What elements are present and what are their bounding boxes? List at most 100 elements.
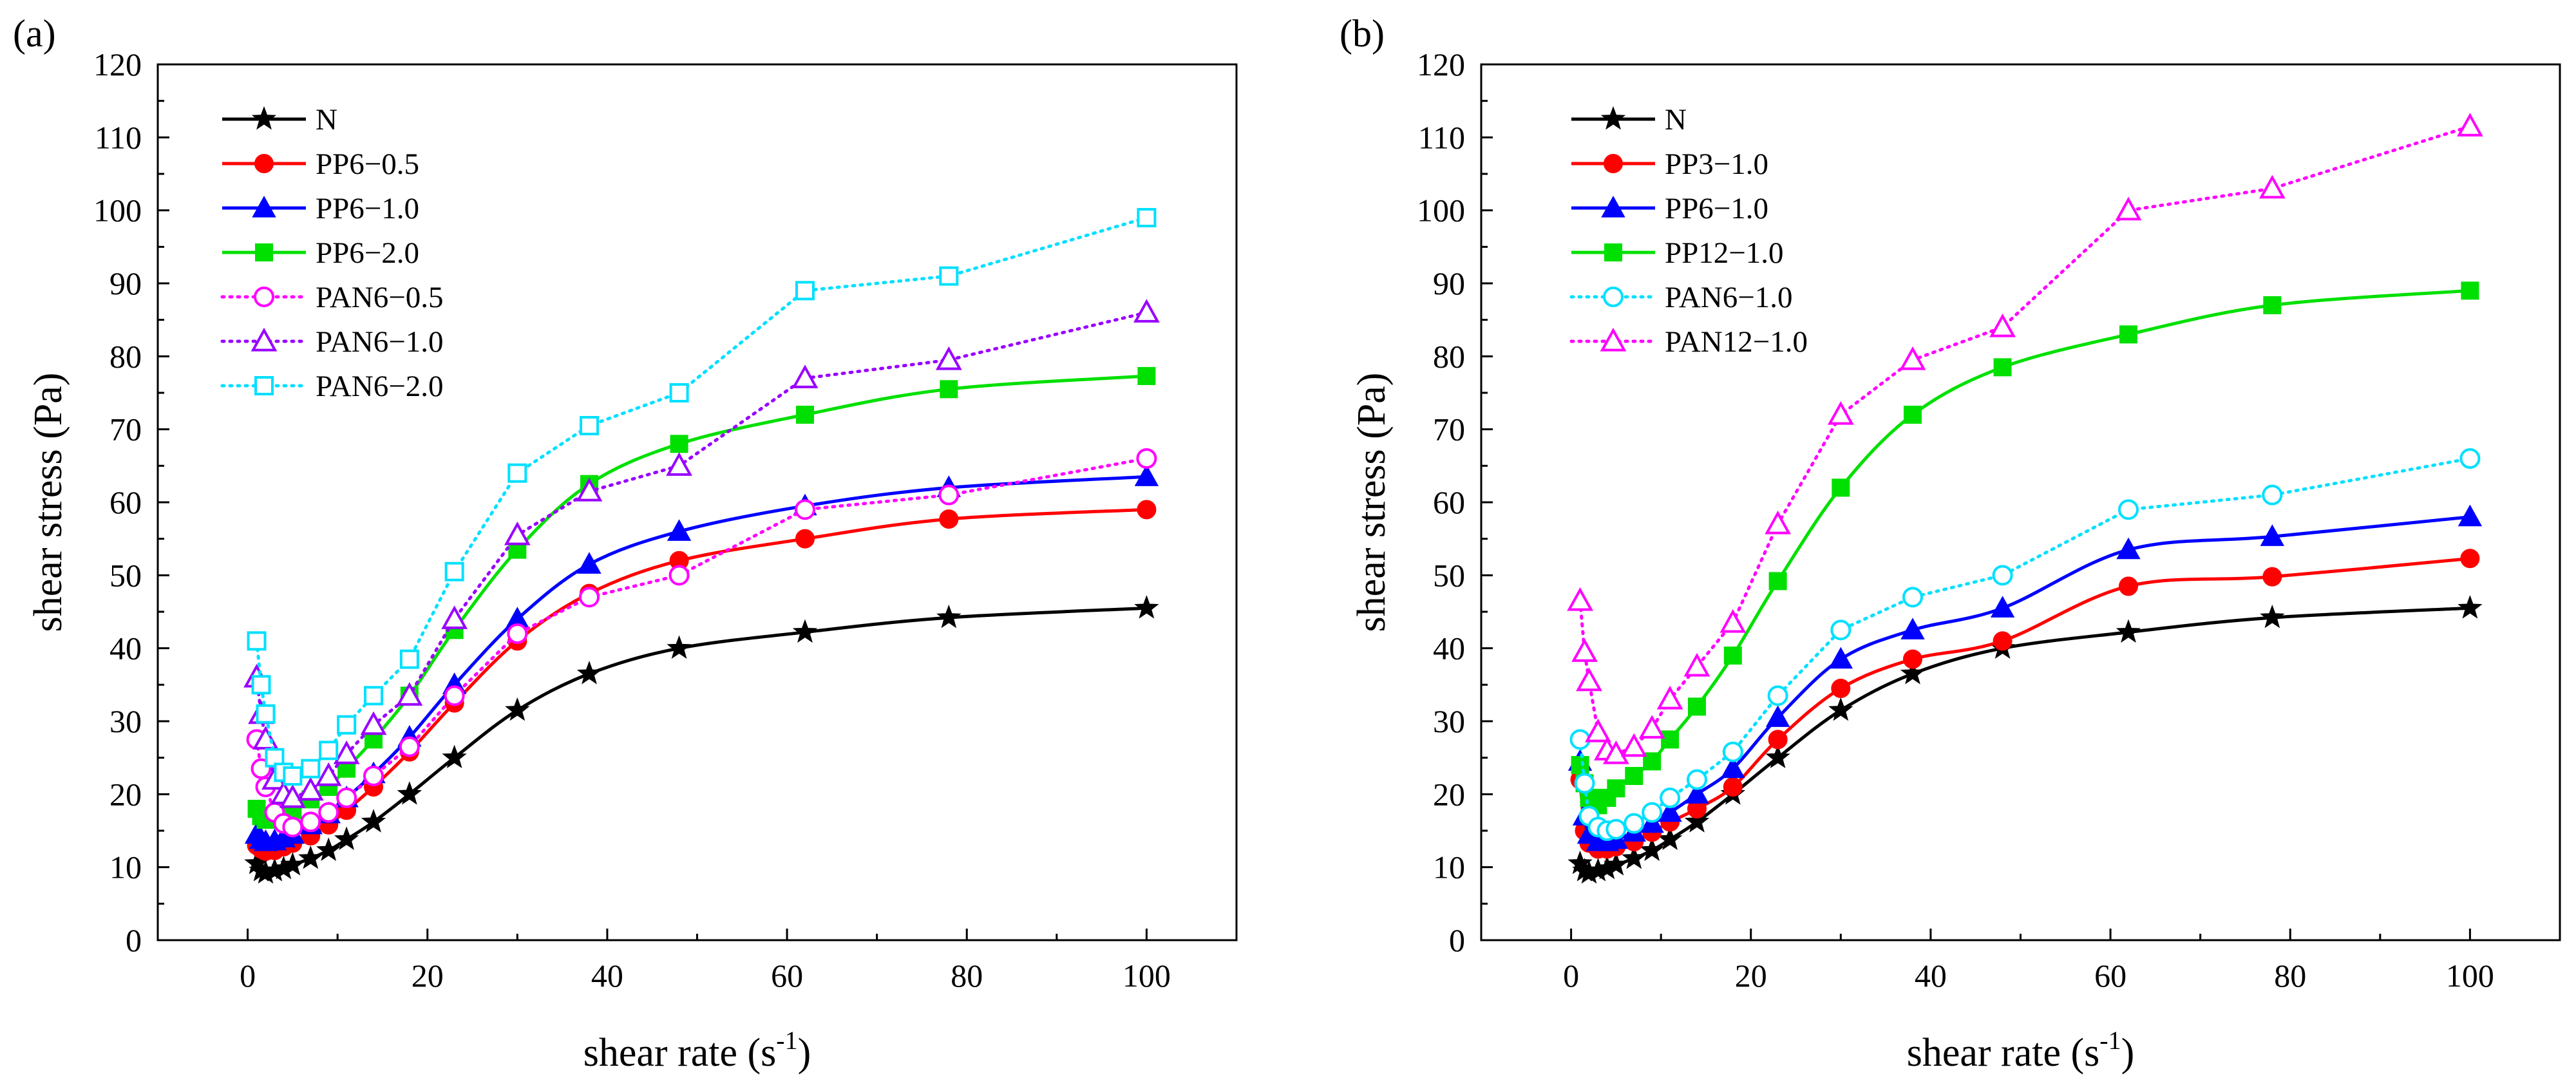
data-point xyxy=(2260,604,2285,629)
legend-label: PP6−1.0 xyxy=(1665,192,1768,225)
data-point xyxy=(1830,619,1852,641)
y-tick-label: 40 xyxy=(109,630,142,666)
series-line xyxy=(255,374,1147,822)
data-point xyxy=(1904,406,1922,424)
series-0 xyxy=(1567,595,2483,884)
series-1 xyxy=(247,500,1157,861)
data-point xyxy=(939,509,959,529)
data-point xyxy=(1574,773,1595,794)
data-point xyxy=(2119,325,2137,344)
y-tick-label: 0 xyxy=(126,922,142,958)
data-point xyxy=(444,562,464,581)
x-tick-label: 80 xyxy=(951,958,983,994)
data-point xyxy=(579,587,600,608)
series-0 xyxy=(244,595,1159,884)
data-point xyxy=(669,383,689,402)
data-point xyxy=(444,685,465,706)
data-point xyxy=(940,380,958,399)
y-tick-label: 0 xyxy=(1449,922,1465,958)
y-tick-label: 10 xyxy=(109,849,142,885)
x-tick-label: 100 xyxy=(1122,958,1171,994)
legend-marker xyxy=(255,243,273,261)
data-point xyxy=(1133,299,1160,323)
data-point xyxy=(441,605,468,629)
data-point xyxy=(2118,499,2139,520)
data-point xyxy=(1993,631,2012,651)
data-point xyxy=(397,781,422,805)
y-tick-label: 80 xyxy=(1433,338,1465,374)
y-tick-label: 110 xyxy=(95,119,142,155)
x-tick-label: 100 xyxy=(2446,958,2494,994)
data-point xyxy=(1992,565,2013,586)
series-1 xyxy=(1570,549,2480,859)
data-point xyxy=(399,649,419,669)
data-point xyxy=(1719,609,1747,633)
series-3 xyxy=(1571,281,2479,815)
data-point xyxy=(936,604,961,629)
data-point xyxy=(667,519,692,541)
data-point xyxy=(1571,756,1589,774)
y-tick-label: 110 xyxy=(1418,119,1465,155)
data-point xyxy=(667,635,692,659)
data-point xyxy=(2461,281,2479,300)
data-point xyxy=(280,852,305,876)
data-point xyxy=(2262,567,2282,587)
data-point xyxy=(2259,175,2286,199)
data-point xyxy=(1661,730,1680,749)
legend-marker xyxy=(254,287,274,307)
x-tick-label: 60 xyxy=(2094,958,2126,994)
x-tick-label: 40 xyxy=(1915,958,1947,994)
x-tick-label: 40 xyxy=(591,958,623,994)
data-point xyxy=(1638,715,1665,739)
data-point xyxy=(1828,697,1853,721)
data-point xyxy=(1602,740,1629,764)
legend-marker xyxy=(254,376,274,395)
data-point xyxy=(336,788,357,808)
series-2 xyxy=(1567,504,2483,851)
data-point xyxy=(2458,595,2483,619)
legend: N PP3−1.0 PP6−1.0 PP12−1.0 PAN6−1.0 PAN12−1.0 xyxy=(1569,103,1808,359)
legend-marker xyxy=(1600,327,1627,352)
data-point xyxy=(1640,837,1665,861)
data-point xyxy=(1660,788,1681,808)
x-tick-label: 80 xyxy=(2274,958,2306,994)
data-point xyxy=(282,817,303,838)
y-tick-label: 40 xyxy=(1433,630,1465,666)
data-point xyxy=(247,631,267,651)
legend-label: PP3−1.0 xyxy=(1665,147,1768,181)
data-point xyxy=(1722,741,1743,762)
y-tick-label: 10 xyxy=(1433,849,1465,885)
data-point xyxy=(360,711,387,735)
data-point xyxy=(1625,767,1643,785)
legend-label: PP6−2.0 xyxy=(316,236,419,270)
data-point xyxy=(580,416,599,435)
data-point xyxy=(2460,549,2480,569)
y-tick-label: 70 xyxy=(109,411,142,448)
data-point xyxy=(300,811,321,833)
data-point xyxy=(2262,484,2283,506)
y-axis-title: shear stress (Pa) xyxy=(1350,373,1394,632)
data-point xyxy=(1571,638,1598,662)
data-point xyxy=(442,744,467,768)
data-point xyxy=(1828,647,1853,669)
data-point xyxy=(668,565,690,586)
data-point xyxy=(1990,596,2015,618)
data-point xyxy=(792,619,818,643)
data-point xyxy=(1900,618,1925,639)
x-axis-title: shear rate (s-1) xyxy=(583,1026,811,1075)
legend-marker xyxy=(251,106,277,130)
data-point xyxy=(505,697,530,721)
data-point xyxy=(1567,587,1593,611)
y-tick-label: 60 xyxy=(109,484,142,520)
data-point xyxy=(1903,649,1922,669)
data-point xyxy=(795,529,815,549)
data-point xyxy=(1899,346,1926,370)
data-point xyxy=(1137,208,1157,227)
x-tick-label: 20 xyxy=(1735,958,1767,994)
data-point xyxy=(2459,448,2481,469)
y-tick-label: 120 xyxy=(1417,46,1465,82)
data-point xyxy=(2116,537,2141,560)
data-point xyxy=(1767,685,1788,706)
y-tick-label: 90 xyxy=(1433,265,1465,301)
